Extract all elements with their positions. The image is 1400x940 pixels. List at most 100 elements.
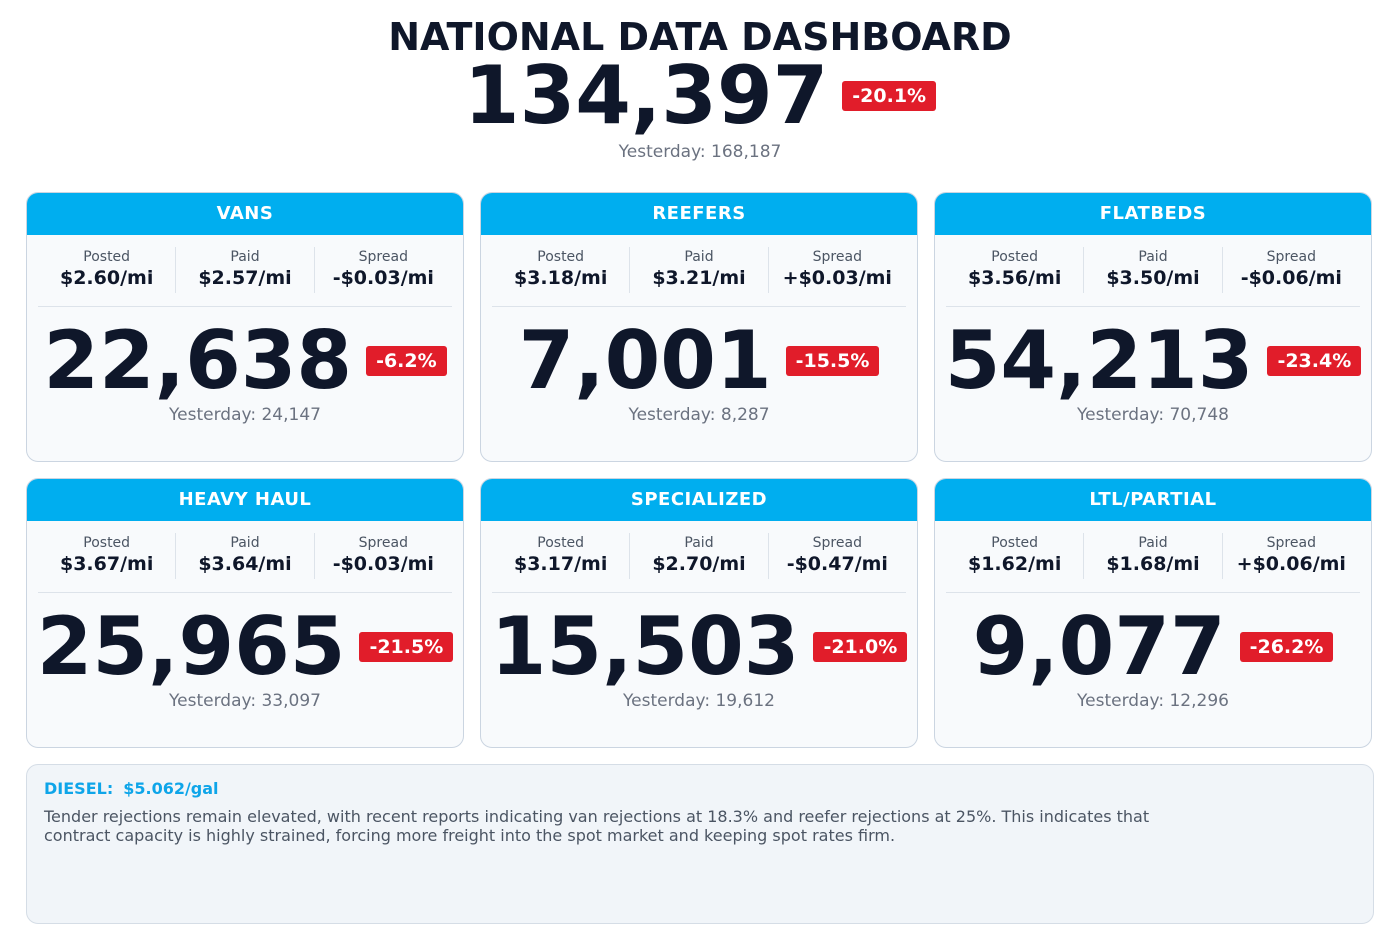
card-title: LTL/PARTIAL [935, 479, 1371, 521]
metric-label: Posted [537, 249, 585, 265]
yesterday: Yesterday: 12,296 [1077, 691, 1229, 711]
change-badge: -23.4% [1267, 346, 1362, 376]
metrics: Posted $1.62/mi Paid $1.68/mi Spread +$0.06/m… [946, 533, 1360, 593]
metric: Posted $3.56/mi [946, 247, 1083, 306]
yesterday: Yesterday: 168,187 [618, 142, 782, 162]
load-count: 25,965 [36, 600, 346, 693]
title: NATIONAL DATA DASHBOARD [388, 15, 1012, 59]
card-grid: VANS Posted $2.60/mi Paid $2.57/mi Spread -$0.… [26, 192, 1372, 748]
metric-label: Paid [1138, 535, 1168, 551]
metric-value: $3.17/mi [513, 553, 608, 575]
metric-value: $3.50/mi [1106, 267, 1200, 289]
total-row: 134,397 -20.1% [0, 54, 1400, 138]
count-row: 22,638 -6.2% [27, 315, 463, 407]
metric-value: -$0.06/mi [1240, 267, 1342, 289]
metric-value: $3.64/mi [198, 553, 292, 575]
change-badge: -21.0% [813, 632, 908, 662]
metric: Spread -$0.06/mi [1221, 247, 1360, 293]
card: FLATBEDS Posted $3.56/mi Paid $3.50/mi Spread… [934, 192, 1372, 462]
metric-label: Posted [83, 535, 131, 551]
metric: Posted $3.67/mi [38, 533, 175, 592]
count-row: 25,965 -21.5% [27, 601, 463, 693]
metric-label: Spread [1266, 535, 1316, 551]
metrics: Posted $3.67/mi Paid $3.64/mi Spread -$0.03/m… [38, 533, 452, 593]
notes-panel: DIESEL: $5.062/gal Tender rejections rema… [26, 764, 1374, 924]
yesterday: Yesterday: 70,748 [1077, 405, 1229, 425]
metric-label: Paid [1138, 249, 1168, 265]
yesterday: Yesterday: 24,147 [169, 405, 321, 425]
total-count: 134,397 [463, 49, 829, 142]
metrics: Posted $3.18/mi Paid $3.21/mi Spread +$0.03/m… [492, 247, 906, 307]
metric-label: Posted [537, 535, 585, 551]
load-count: 15,503 [490, 600, 800, 693]
metric-label: Paid [230, 535, 260, 551]
change-badge: -15.5% [785, 346, 880, 376]
metric: Posted $2.60/mi [38, 247, 175, 306]
card: HEAVY HAUL Posted $3.67/mi Paid $3.64/mi Spre… [26, 478, 464, 748]
metric-label: Spread [812, 249, 862, 265]
metric-value: -$0.03/mi [332, 267, 434, 289]
metric-value: $2.57/mi [198, 267, 292, 289]
metric-label: Spread [812, 535, 862, 551]
metric-label: Paid [684, 249, 714, 265]
card: SPECIALIZED Posted $3.17/mi Paid $2.70/mi Spr… [480, 478, 918, 748]
metric-label: Paid [230, 249, 260, 265]
metric-value: $3.56/mi [967, 267, 1062, 289]
metrics: Posted $2.60/mi Paid $2.57/mi Spread -$0.03/m… [38, 247, 452, 307]
metric-label: Spread [1266, 249, 1316, 265]
yesterday: Yesterday: 8,287 [628, 405, 770, 425]
metric-label: Posted [991, 535, 1039, 551]
load-count: 22,638 [43, 314, 353, 407]
metric: Paid $3.64/mi [175, 533, 313, 579]
load-count: 9,077 [972, 600, 1226, 693]
diesel: DIESEL: $5.062/gal [44, 779, 1356, 799]
metric: Paid $2.57/mi [175, 247, 313, 293]
diesel-label: DIESEL: [44, 779, 114, 798]
metric-value: $2.60/mi [59, 267, 154, 289]
metric-value: +$0.03/mi [782, 267, 892, 289]
card: REEFERS Posted $3.18/mi Paid $3.21/mi Spread +… [480, 192, 918, 462]
metric: Spread -$0.03/mi [313, 533, 452, 579]
metric-label: Posted [991, 249, 1039, 265]
card-title: VANS [27, 193, 463, 235]
metric-label: Spread [358, 249, 408, 265]
yesterday: Yesterday: 19,612 [623, 691, 775, 711]
card-title: REEFERS [481, 193, 917, 235]
metric-value: $3.67/mi [59, 553, 154, 575]
yesterday: Yesterday: 33,097 [169, 691, 321, 711]
metric-label: Posted [83, 249, 131, 265]
count-row: 9,077 -26.2% [935, 601, 1371, 693]
metric: Paid $3.21/mi [629, 247, 767, 293]
metric: Paid $3.50/mi [1083, 247, 1221, 293]
metric: Spread -$0.47/mi [767, 533, 906, 579]
metric-value: $2.70/mi [652, 553, 746, 575]
card-title: SPECIALIZED [481, 479, 917, 521]
metrics: Posted $3.17/mi Paid $2.70/mi Spread -$0.47/m… [492, 533, 906, 593]
metrics: Posted $3.56/mi Paid $3.50/mi Spread -$0.06/m… [946, 247, 1360, 307]
load-count: 7,001 [518, 314, 772, 407]
change-badge: -20.1% [842, 81, 937, 111]
metric-value: +$0.06/mi [1236, 553, 1346, 575]
metric-value: $3.21/mi [652, 267, 746, 289]
metric-value: $1.62/mi [967, 553, 1062, 575]
card: LTL/PARTIAL Posted $1.62/mi Paid $1.68/mi Spr… [934, 478, 1372, 748]
card: VANS Posted $2.60/mi Paid $2.57/mi Spread -$0.… [26, 192, 464, 462]
metric: Paid $2.70/mi [629, 533, 767, 579]
metric-label: Paid [684, 535, 714, 551]
metric-value: $3.18/mi [513, 267, 608, 289]
card-title: FLATBEDS [935, 193, 1371, 235]
diesel-price: $5.062/gal [123, 779, 219, 798]
metric-value: -$0.03/mi [332, 553, 434, 575]
metric: Spread +$0.03/mi [767, 247, 906, 293]
metric: Posted $3.18/mi [492, 247, 629, 306]
metric-value: -$0.47/mi [786, 553, 888, 575]
metric-value: $1.68/mi [1106, 553, 1200, 575]
count-row: 54,213 -23.4% [935, 315, 1371, 407]
metric: Posted $1.62/mi [946, 533, 1083, 592]
change-badge: -6.2% [366, 346, 447, 376]
count-row: 15,503 -21.0% [481, 601, 917, 693]
metric: Spread -$0.03/mi [313, 247, 452, 293]
change-badge: -26.2% [1239, 632, 1334, 662]
metric: Paid $1.68/mi [1083, 533, 1221, 579]
